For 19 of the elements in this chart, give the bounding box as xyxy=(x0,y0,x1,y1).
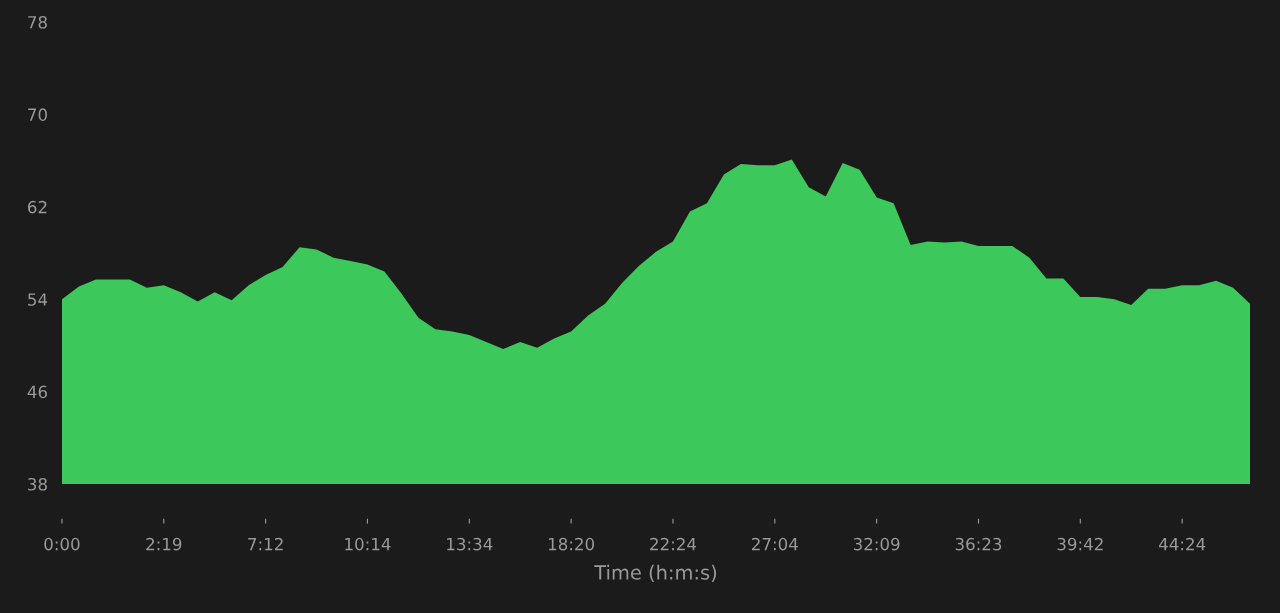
x-tick-label: 22:24 xyxy=(650,537,697,551)
y-tick-label: 46 xyxy=(27,385,48,399)
x-tick-label: 27:04 xyxy=(752,537,798,551)
y-tick-label: 70 xyxy=(28,108,47,121)
y-tick-label: 38 xyxy=(28,477,47,491)
x-tick-label: 32:09 xyxy=(853,537,900,551)
x-tick-label: 7:12 xyxy=(248,537,283,551)
y-tick-label: 62 xyxy=(28,200,47,214)
x-tick-label: 18:20 xyxy=(548,537,595,551)
x-tick-label: 36:23 xyxy=(955,537,1002,551)
y-tick-label: 54 xyxy=(28,293,48,306)
x-tick-label: 2:19 xyxy=(146,537,182,551)
x-tick-label: 44:24 xyxy=(1158,537,1206,551)
x-tick-label: 13:34 xyxy=(447,537,493,551)
x-tick-label: 0:00 xyxy=(44,537,80,551)
y-tick-label: 78 xyxy=(28,15,47,29)
x-tick-label: 10:14 xyxy=(345,537,391,551)
x-axis-title: Time (h:m:s) xyxy=(594,564,717,583)
x-tick-label: 39:42 xyxy=(1057,537,1103,551)
